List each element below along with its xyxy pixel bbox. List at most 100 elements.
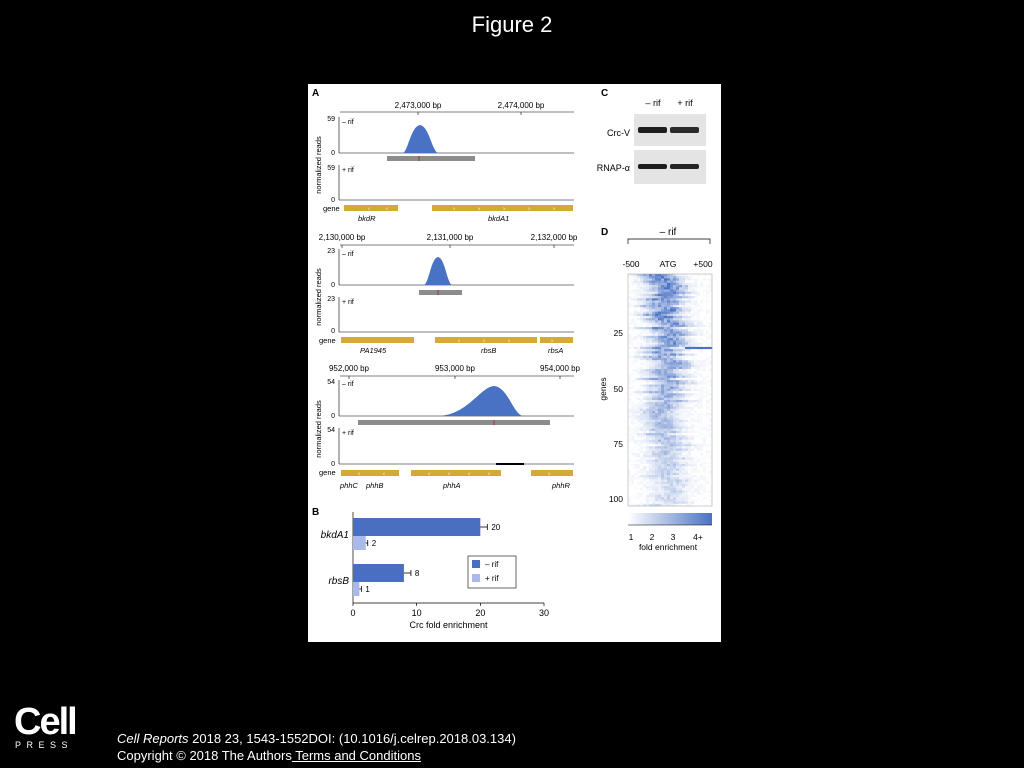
heatmap-cell (673, 349, 677, 352)
cell-press-logo: Cell PRESS (14, 701, 78, 750)
heatmap-cell (631, 329, 635, 332)
heatmap-cell (685, 404, 689, 407)
heatmap-cell (706, 344, 710, 348)
heatmap-cell (658, 309, 662, 312)
heatmap-cell (631, 441, 635, 445)
heatmap-cell (640, 289, 644, 292)
heatmap-cell (658, 346, 662, 350)
heatmap-cell (676, 342, 680, 346)
heatmap-cell (658, 413, 662, 416)
heatmap-cell (652, 331, 656, 334)
terms-link[interactable]: Terms and Conditions (291, 748, 421, 763)
heatmap-cell (679, 408, 683, 412)
heatmap-cell (706, 437, 710, 441)
heatmap-cell (658, 446, 662, 449)
heatmap-cell (709, 366, 713, 370)
heatmap-cell (679, 488, 683, 491)
heatmap-cell (658, 386, 662, 390)
heatmap-cell (691, 444, 695, 447)
heatmap-cell (685, 464, 689, 467)
heatmap-cell (646, 426, 650, 429)
heatmap-cell (694, 452, 698, 456)
heatmap-cell (700, 278, 704, 281)
heatmap-cell (637, 391, 641, 394)
heatmap-cell (637, 399, 641, 403)
heatmap-cell (697, 391, 701, 394)
heatmap-cell (628, 335, 632, 339)
heatmap-cell (703, 384, 707, 387)
heatmap-cell (697, 274, 701, 277)
heatmap-cell (640, 346, 644, 350)
heatmap-cell (667, 362, 671, 365)
heatmap-cell (664, 338, 668, 341)
heatmap-cell (640, 483, 644, 487)
heatmap-cell (706, 444, 710, 447)
heatmap-cell (688, 439, 692, 443)
heatmap-cell (628, 479, 632, 482)
heatmap-cell (661, 419, 665, 423)
heatmap-cell (697, 475, 701, 478)
heatmap-cell (679, 424, 683, 427)
heatmap-cell (658, 497, 662, 500)
heatmap-cell (643, 327, 647, 330)
heatmap-cell (697, 444, 701, 447)
heatmap-cell (673, 364, 677, 368)
heatmap-cell (637, 322, 641, 326)
heatmap-cell (631, 362, 635, 365)
heatmap-cell (637, 360, 641, 363)
heatmap-cell (634, 293, 638, 297)
heatmap-cell (652, 318, 656, 321)
heatmap-cell (679, 450, 683, 454)
heatmap-cell (661, 437, 665, 441)
heatmap-cell (634, 399, 638, 403)
heatmap-cell (649, 324, 653, 328)
heatmap-cell (646, 329, 650, 332)
heatmap-cell (709, 340, 713, 343)
heatmap-cell (700, 362, 704, 365)
heatmap-cell (640, 384, 644, 387)
heatmap-cell (634, 280, 638, 284)
heatmap-cell (646, 399, 650, 403)
heatmap-cell (697, 459, 701, 463)
heatmap-cell (664, 410, 668, 414)
heatmap-cell (697, 355, 701, 359)
heatmap-cell (652, 298, 656, 301)
heatmap-cell (664, 388, 668, 392)
heatmap-cell (658, 369, 662, 372)
heatmap-cell (700, 293, 704, 297)
heatmap-cell (670, 475, 674, 478)
heatmap-cell (703, 492, 707, 496)
heatmap-cell (706, 276, 710, 279)
heatmap-cell (673, 483, 677, 487)
heatmap-cell (703, 276, 707, 279)
heatmap-cell (649, 349, 653, 352)
heatmap-cell (643, 404, 647, 407)
heatmap-cell (673, 459, 677, 463)
heatmap-cell (649, 444, 653, 447)
heatmap-cell (649, 419, 653, 423)
heatmap-cell (658, 291, 662, 295)
heatmap-cell (682, 479, 686, 482)
heatmap-cell (664, 320, 668, 323)
heatmap-cell (706, 296, 710, 299)
heatmap-cell (658, 441, 662, 445)
heatmap-cell (637, 466, 641, 469)
heatmap-cell (694, 320, 698, 323)
heatmap-cell (682, 298, 686, 301)
heatmap-cell (706, 364, 710, 368)
heatmap-cell (643, 464, 647, 467)
heatmap-cell (697, 461, 701, 465)
heatmap-cell (682, 404, 686, 407)
heatmap-cell (700, 386, 704, 390)
heatmap-cell (703, 362, 707, 365)
heatmap-cell (670, 309, 674, 312)
heatmap-cell (682, 276, 686, 279)
heatmap-cell (706, 309, 710, 312)
heatmap-cell (646, 497, 650, 500)
heatmap-cell (709, 360, 713, 363)
heatmap-cell (700, 446, 704, 449)
heatmap-cell (670, 419, 674, 423)
heatmap-cell (640, 492, 644, 496)
heatmap-cell (658, 342, 662, 346)
heatmap-cell (640, 331, 644, 334)
